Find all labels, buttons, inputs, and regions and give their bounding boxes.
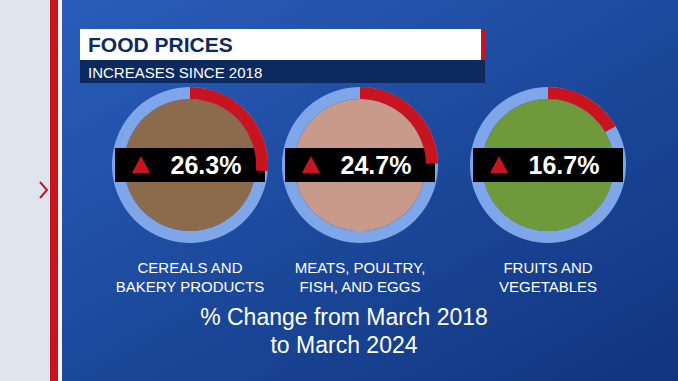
svg-text:24.7%: 24.7%: [341, 151, 412, 179]
svg-text:FISH, AND EGGS: FISH, AND EGGS: [300, 278, 421, 295]
svg-text:CEREALS AND: CEREALS AND: [137, 259, 242, 276]
svg-text:to March 2024: to March 2024: [270, 332, 417, 358]
svg-text:MEATS, POULTRY,: MEATS, POULTRY,: [295, 259, 426, 276]
svg-text:BAKERY PRODUCTS: BAKERY PRODUCTS: [116, 278, 265, 295]
svg-text:INCREASES SINCE 2018: INCREASES SINCE 2018: [88, 64, 262, 81]
svg-text:16.7%: 16.7%: [529, 151, 600, 179]
svg-text:% Change from March 2018: % Change from March 2018: [200, 304, 488, 330]
svg-text:VEGETABLES: VEGETABLES: [499, 278, 597, 295]
svg-text:FOOD PRICES: FOOD PRICES: [88, 33, 233, 56]
svg-text:26.3%: 26.3%: [171, 151, 242, 179]
svg-text:FRUITS AND: FRUITS AND: [503, 259, 592, 276]
